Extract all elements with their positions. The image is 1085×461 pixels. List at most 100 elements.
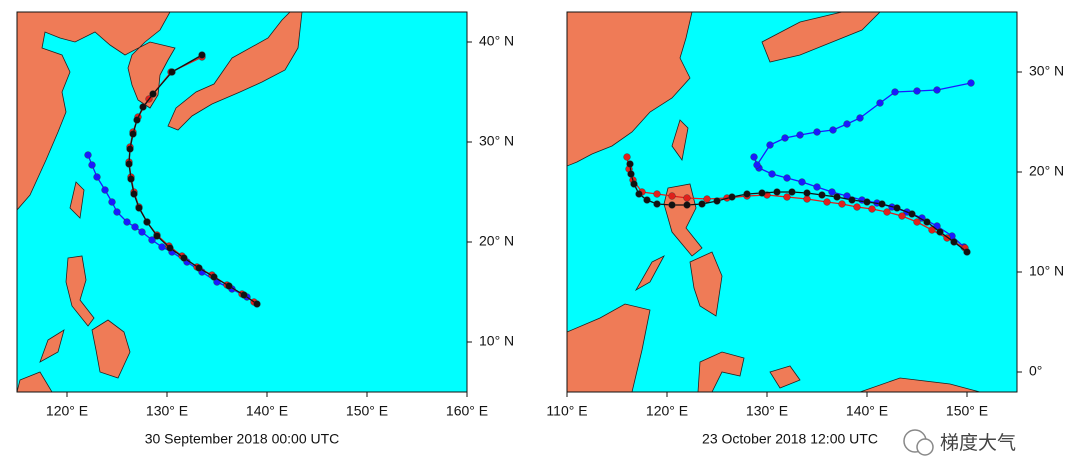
y-tick-label: 20° N (479, 233, 514, 249)
track-point (126, 145, 134, 153)
land (761, 12, 881, 63)
track-point (626, 160, 634, 168)
track-point (883, 208, 891, 216)
track-point (856, 114, 864, 122)
land (697, 351, 981, 392)
track-point (153, 232, 161, 240)
track-point (133, 116, 141, 124)
x-tick-label: 130° E (146, 403, 188, 419)
track-point (750, 153, 758, 161)
track-point (783, 193, 791, 201)
x-tick-label: 160° E (446, 403, 488, 419)
caption: 23 October 2018 12:00 UTC (702, 431, 878, 447)
track-point (768, 170, 776, 178)
track-point (653, 200, 661, 208)
y-tick-label: 30° N (479, 133, 514, 149)
track-point (135, 204, 143, 212)
track-point (138, 228, 146, 236)
track-point (108, 198, 116, 206)
x-tick-label: 140° E (246, 403, 288, 419)
track-point (893, 204, 901, 212)
track-point (198, 51, 206, 59)
track-point (878, 200, 886, 208)
track-point (713, 197, 721, 205)
caption: 30 September 2018 00:00 UTC (145, 431, 340, 447)
x-tick-label: 120° E (646, 403, 688, 419)
track-point (129, 130, 137, 138)
track-point (908, 210, 916, 218)
track-point (125, 160, 133, 168)
track-point (853, 203, 861, 211)
y-tick-label: 10° N (479, 333, 514, 349)
track-point (113, 208, 121, 216)
track-point (829, 126, 837, 134)
track-point (803, 189, 811, 197)
track-point (166, 244, 174, 252)
track-point (168, 68, 176, 76)
track-point (127, 175, 135, 183)
track-point (876, 99, 884, 107)
land (69, 181, 85, 219)
track-point (773, 188, 781, 196)
track-point (130, 190, 138, 198)
track-point (838, 200, 846, 208)
track-point (781, 134, 789, 142)
land (167, 12, 303, 131)
track-point (868, 205, 876, 213)
land (17, 12, 176, 211)
track-point (143, 218, 151, 226)
land (634, 183, 723, 317)
track-point (766, 141, 774, 149)
x-tick-label: 120° E (46, 403, 88, 419)
track-point (210, 273, 218, 281)
track-point (843, 120, 851, 128)
y-tick-label: 20° N (1029, 163, 1064, 179)
track-point (823, 198, 831, 206)
track-point (627, 170, 635, 178)
track-point (195, 264, 203, 272)
track-point (967, 79, 975, 87)
track-point (950, 238, 958, 246)
track-point (743, 190, 751, 198)
track-point (796, 131, 804, 139)
watermark-icon (903, 429, 934, 456)
watermark: 梯度大气 (940, 432, 1016, 454)
track-point (668, 201, 676, 209)
track-point (703, 195, 711, 203)
track-point (123, 218, 131, 226)
land (17, 255, 131, 392)
track-point (630, 180, 638, 188)
x-tick-label: 130° E (746, 403, 788, 419)
track-point (758, 189, 766, 197)
track-point (728, 193, 736, 201)
track-point (753, 161, 761, 169)
y-tick-label: 40° N (479, 33, 514, 49)
track-point (253, 300, 261, 308)
track-point (898, 212, 906, 220)
track-point (180, 254, 188, 262)
land (567, 12, 693, 167)
track-point (131, 223, 139, 231)
x-tick-label: 140° E (846, 403, 888, 419)
track-point (788, 188, 796, 196)
y-tick-label: 10° N (1029, 263, 1064, 279)
land (567, 303, 651, 392)
track-point (88, 161, 96, 169)
track-point (818, 191, 826, 199)
track-point (936, 228, 944, 236)
track-point (643, 196, 651, 204)
map-frame (16, 11, 468, 393)
track-point (813, 183, 821, 191)
map-frame (566, 11, 1018, 393)
track-point (848, 196, 856, 204)
track-point (148, 236, 156, 244)
x-tick-label: 150° E (946, 403, 988, 419)
land (671, 119, 689, 161)
track-point (683, 194, 691, 202)
track-point (101, 186, 109, 194)
y-tick-label: 30° N (1029, 63, 1064, 79)
track-point (933, 86, 941, 94)
track-point (635, 190, 643, 198)
track-point (813, 128, 821, 136)
